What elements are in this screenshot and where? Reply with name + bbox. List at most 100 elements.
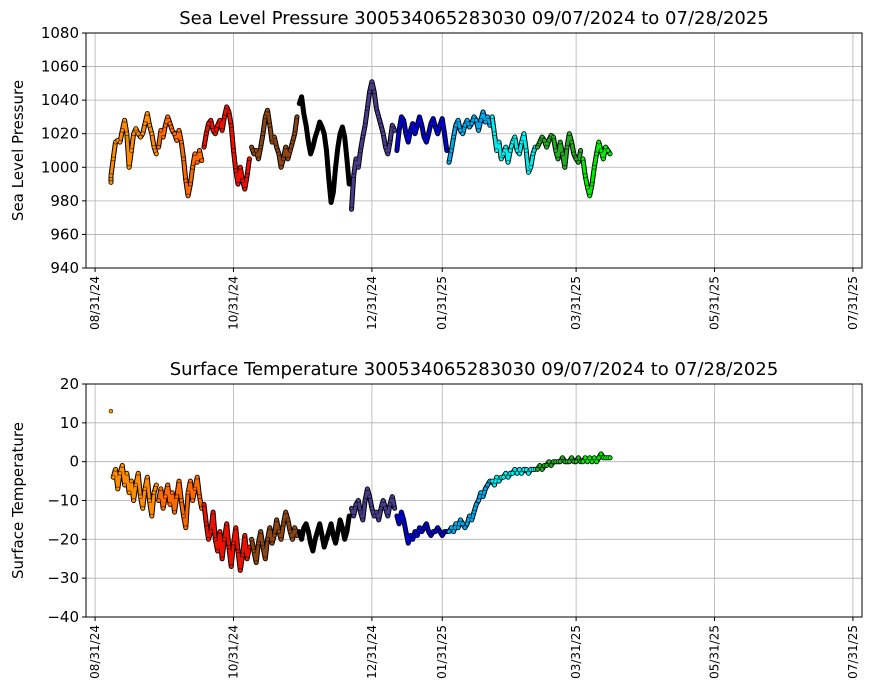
data-point	[145, 474, 150, 480]
data-point	[589, 459, 595, 464]
data-point	[542, 138, 547, 143]
data-point	[238, 165, 243, 170]
data-point	[274, 144, 279, 150]
data-point	[131, 498, 136, 503]
data-point	[135, 471, 141, 476]
x-tick-label: 01/31/25	[435, 625, 449, 679]
x-tick-label: 08/31/24	[88, 625, 102, 679]
series-3	[249, 509, 300, 566]
data-point	[154, 151, 159, 157]
data-point	[129, 148, 134, 153]
data-point	[378, 506, 384, 511]
data-point	[115, 486, 121, 492]
chart-panel-sea-level-pressure: 940 960 980 1000 1020 1040 1060 1080 08/31/24 10/…	[9, 8, 863, 330]
data-point	[342, 537, 347, 542]
series-10	[580, 451, 613, 465]
data-point	[474, 118, 479, 123]
data-point	[238, 568, 243, 573]
data-point	[179, 139, 184, 145]
data-point	[222, 114, 227, 120]
data-point	[181, 156, 186, 162]
data-point	[215, 123, 220, 128]
data-point	[258, 144, 263, 150]
data-point	[485, 114, 490, 120]
data-point	[489, 114, 495, 120]
data-point	[412, 529, 418, 534]
data-point	[460, 131, 465, 136]
data-point	[217, 529, 223, 534]
data-point	[333, 165, 338, 170]
data-point	[383, 506, 388, 511]
data-point	[310, 144, 316, 150]
data-point	[292, 131, 297, 136]
data-point	[174, 494, 180, 499]
data-point	[437, 123, 443, 128]
data-point	[598, 148, 604, 153]
data-point	[192, 486, 198, 492]
data-point	[390, 123, 395, 128]
data-point	[415, 533, 420, 538]
data-point	[401, 517, 406, 523]
data-point	[367, 89, 372, 94]
series-3	[249, 107, 300, 170]
data-point	[337, 131, 343, 136]
data-point	[553, 148, 558, 153]
data-point	[321, 544, 327, 550]
data-point	[265, 537, 270, 542]
data-point	[362, 123, 368, 128]
data-point	[453, 123, 459, 128]
data-point	[607, 455, 613, 461]
x-tick-label: 03/31/25	[569, 625, 583, 679]
data-point	[356, 498, 361, 503]
data-point	[151, 490, 157, 495]
data-point	[215, 548, 220, 554]
series-line	[157, 475, 204, 530]
y-axis-label: Surface Temperature	[9, 422, 27, 579]
data-point	[573, 459, 579, 464]
data-point	[544, 463, 549, 468]
data-point	[204, 521, 209, 527]
data-point	[464, 118, 470, 123]
data-point	[580, 156, 586, 162]
data-point	[154, 482, 159, 488]
data-point	[510, 471, 515, 476]
data-point	[324, 148, 329, 153]
data-point	[240, 552, 245, 558]
data-point	[560, 455, 565, 461]
data-point	[421, 134, 427, 140]
data-point	[342, 134, 347, 140]
data-point	[546, 138, 552, 143]
data-point	[247, 156, 252, 162]
data-point	[124, 471, 130, 476]
data-point	[444, 148, 450, 153]
data-point	[419, 529, 425, 534]
data-point	[253, 148, 259, 153]
data-point	[167, 502, 173, 507]
data-point	[319, 533, 325, 538]
x-tick-label: 03/31/25	[569, 276, 583, 330]
data-point	[278, 537, 284, 542]
data-point	[371, 89, 377, 94]
y-tick-label: 1060	[41, 58, 79, 76]
data-point	[278, 165, 284, 170]
data-point	[290, 139, 295, 145]
data-point	[530, 151, 536, 157]
data-point	[303, 521, 309, 527]
data-point	[526, 471, 531, 476]
data-point	[517, 467, 522, 472]
data-point	[263, 556, 268, 561]
data-point	[197, 148, 202, 153]
data-point	[390, 494, 395, 499]
data-point	[392, 128, 397, 133]
data-point	[462, 525, 468, 530]
data-point	[353, 156, 359, 162]
data-point	[142, 121, 148, 126]
data-point	[317, 119, 322, 125]
data-point	[408, 533, 413, 538]
data-point	[405, 139, 411, 145]
data-point	[258, 529, 263, 534]
data-point	[208, 118, 214, 123]
y-axis-label: Sea Level Pressure	[9, 80, 27, 221]
data-point	[317, 521, 322, 527]
